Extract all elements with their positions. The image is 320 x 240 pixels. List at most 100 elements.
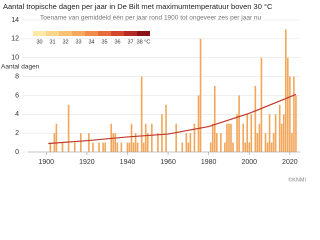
bar [291, 133, 293, 152]
bar [209, 142, 212, 152]
bar [187, 142, 190, 152]
x-tick-label: 1940 [120, 159, 136, 166]
bar [161, 114, 163, 152]
bar [226, 123, 228, 152]
bar [116, 142, 119, 152]
y-tick-label: 14 [11, 17, 19, 24]
bar [220, 133, 222, 152]
bar [104, 142, 106, 152]
bar [278, 104, 281, 152]
bar [211, 123, 214, 152]
bar [254, 86, 257, 152]
bar [244, 142, 246, 152]
chart: Aantal tropische dagen per jaar in De Bi… [1, 2, 306, 183]
bar [134, 133, 137, 152]
bar [142, 142, 145, 152]
chart-subtitle: Toename van gemiddeld één per jaar rond … [40, 15, 262, 22]
bar [146, 133, 149, 152]
bar [49, 142, 52, 152]
bar [284, 29, 287, 152]
bar [197, 95, 200, 152]
bar [126, 142, 129, 152]
bar [295, 95, 297, 152]
bar [114, 133, 117, 152]
x-tick-label: 2000 [241, 159, 257, 166]
y-tick-label: 6 [15, 92, 19, 99]
bar [193, 123, 196, 152]
y-tick-label: 4 [15, 111, 19, 118]
bar [144, 123, 147, 152]
bar [140, 76, 143, 152]
bar [215, 133, 218, 152]
bar [128, 142, 131, 152]
bar [266, 142, 269, 152]
x-tick-label: 2020 [282, 159, 298, 166]
legend-swatch [137, 31, 150, 36]
bar [260, 57, 263, 152]
bar [79, 133, 82, 152]
bar [88, 133, 90, 152]
legend-label: 37 [127, 39, 133, 45]
bar [232, 142, 234, 152]
chart-title: Aantal tropische dagen per jaar in De Bi… [3, 2, 273, 11]
bar [238, 95, 240, 152]
bar [132, 142, 135, 152]
x-tick-label: 1920 [79, 159, 95, 166]
bar [61, 142, 64, 152]
legend-label: 36 [114, 39, 120, 45]
bar [67, 104, 70, 152]
bar [157, 133, 159, 152]
x-tick-label: 1900 [38, 159, 54, 166]
bar [250, 114, 253, 152]
bar [151, 123, 153, 152]
bar [224, 142, 226, 152]
legend-swatch [72, 31, 85, 36]
bar [246, 114, 249, 152]
legend-swatch [98, 31, 111, 36]
bar [189, 133, 192, 152]
bar [55, 123, 58, 152]
bar [270, 142, 273, 152]
legend-label: 30 [36, 39, 42, 45]
bar [228, 123, 230, 152]
bar [256, 133, 259, 152]
bar [274, 114, 277, 152]
bar [185, 133, 188, 152]
bar [130, 123, 133, 152]
legend-label: 38 °C [137, 39, 151, 45]
bar [293, 76, 295, 152]
bar [287, 57, 289, 152]
legend-label: 35 [101, 39, 107, 45]
y-tick-label: 2 [15, 130, 19, 137]
legend-swatch [124, 31, 137, 36]
legend-label: 32 [62, 39, 68, 45]
legend-swatch [111, 31, 124, 36]
x-tick-label: 1980 [201, 159, 217, 166]
x-tick-label: 1960 [160, 159, 176, 166]
bar [73, 142, 76, 152]
bar [264, 133, 267, 152]
legend-swatch [33, 31, 46, 36]
bar [98, 142, 100, 152]
bar [213, 86, 216, 152]
bar [236, 114, 238, 152]
bar [242, 123, 244, 152]
bar [282, 114, 285, 152]
bar [175, 123, 177, 152]
y-tick-label: 12 [11, 36, 19, 43]
y-tick-label: 0 [15, 149, 19, 156]
legend-label: 31 [49, 39, 55, 45]
bar [92, 142, 94, 152]
bar [181, 142, 184, 152]
bar [230, 123, 232, 152]
bar [289, 76, 291, 152]
bar [199, 38, 202, 152]
legend-swatch [85, 31, 98, 36]
trend-line [48, 93, 297, 145]
bar [258, 123, 261, 152]
bar [280, 123, 283, 152]
legend-swatch [46, 31, 59, 36]
bar [268, 114, 271, 152]
legend-label: 34 [88, 39, 94, 45]
bar [136, 142, 139, 152]
